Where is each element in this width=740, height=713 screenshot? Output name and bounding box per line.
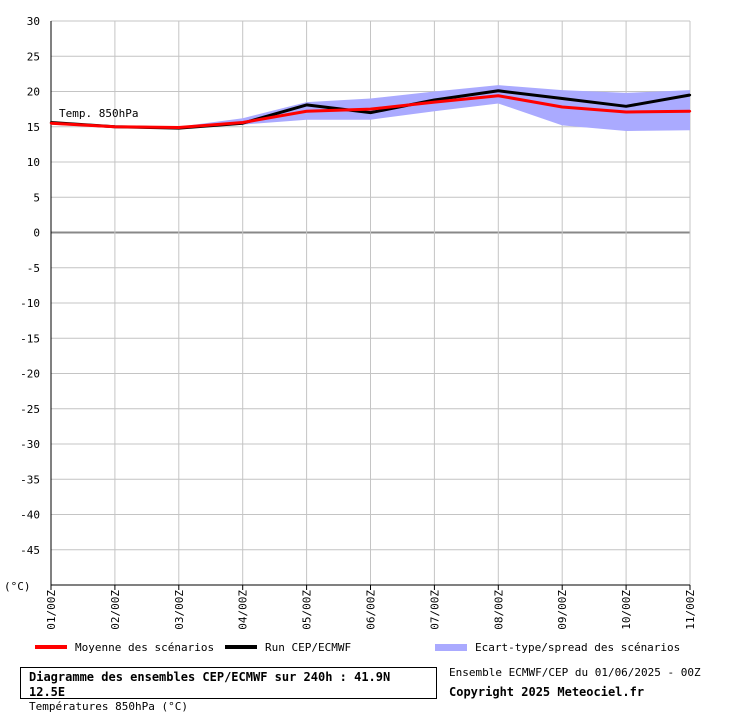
y-tick-label: 15: [27, 121, 40, 134]
run-series-point: [561, 97, 564, 100]
legend-run: Run CEP/ECMWF: [225, 640, 351, 654]
mean-series-point: [177, 126, 180, 129]
run-series-point: [497, 89, 500, 92]
legend-mean-label: Moyenne des scénarios: [75, 640, 215, 654]
y-tick-label: -35: [20, 473, 40, 486]
x-tick-label: 11/00Z: [684, 590, 697, 630]
run-series-point: [369, 111, 372, 114]
mean-series-point: [688, 110, 692, 113]
y-tick-label: 10: [27, 156, 40, 169]
legend-spread-swatch: [435, 643, 467, 651]
x-tick-label: 10/00Z: [620, 590, 633, 630]
x-tick-label: 09/00Z: [556, 590, 569, 630]
x-tick-label: 03/00Z: [173, 590, 186, 630]
run-series-point: [624, 105, 628, 108]
y-tick-label: 20: [27, 86, 40, 99]
y-tick-label: -10: [20, 297, 40, 310]
y-tick-label: 5: [33, 191, 40, 204]
x-tick-label: 06/00Z: [365, 590, 378, 630]
y-tick-label: 0: [33, 227, 40, 240]
run-series-point: [688, 93, 692, 97]
mean-series-point: [624, 110, 628, 114]
legend-spread: Ecart-type/spread des scénarios: [435, 640, 680, 654]
y-tick-label: -45: [20, 544, 40, 557]
y-tick-label: 30: [27, 15, 40, 28]
x-tick-label: 05/00Z: [301, 590, 314, 630]
y-tick-label: -15: [20, 332, 40, 345]
run-series-point: [305, 103, 308, 107]
y-tick-label: 25: [27, 50, 40, 63]
legend-run-swatch: [225, 645, 257, 649]
mean-series-point: [241, 121, 244, 124]
legend-mean: Moyenne des scénarios: [35, 640, 214, 654]
chart-subtitle: Températures 850hPa (°C): [29, 700, 188, 713]
y-tick-label: -25: [20, 403, 40, 416]
copyright: Copyright 2025 Meteociel.fr: [449, 685, 645, 699]
y-axis-label: (°C): [4, 580, 31, 593]
y-tick-label: -5: [27, 262, 40, 275]
mean-series-point: [369, 107, 372, 111]
x-tick-label: 07/00Z: [428, 590, 441, 630]
y-tick-label: -20: [20, 368, 40, 381]
y-tick-label: -30: [20, 438, 40, 451]
mean-series-point: [305, 110, 308, 113]
mean-series-point: [49, 122, 53, 125]
x-tick-label: 02/00Z: [109, 590, 122, 630]
legend-run-label: Run CEP/ECMWF: [265, 640, 352, 654]
x-tick-label: 08/00Z: [492, 590, 505, 630]
ensemble-chart: 30 25 20 15 10 5 0 -5 -10 -15 -20 -25 -30 -35 -40 -45 01…: [4, 15, 697, 630]
legend-mean-swatch: [35, 645, 67, 649]
run-info: Ensemble ECMWF/CEP du 01/06/2025 - 00Z: [449, 666, 701, 679]
legend-spread-label: Ecart-type/spread des scénarios: [475, 640, 681, 654]
x-tick-label: 01/00Z: [45, 590, 58, 630]
mean-series-point: [113, 125, 117, 128]
mean-series-point: [561, 105, 564, 109]
chart-title: Diagramme des ensembles CEP/ECMWF sur 24…: [29, 670, 391, 699]
mean-series-point: [497, 94, 500, 97]
x-tick-label: 04/00Z: [237, 590, 250, 630]
mean-series-point: [433, 100, 436, 104]
series-annotation: Temp. 850hPa: [59, 107, 138, 120]
y-tick-label: -40: [20, 509, 40, 522]
title-box: Diagramme des ensembles CEP/ECMWF sur 24…: [20, 667, 437, 713]
